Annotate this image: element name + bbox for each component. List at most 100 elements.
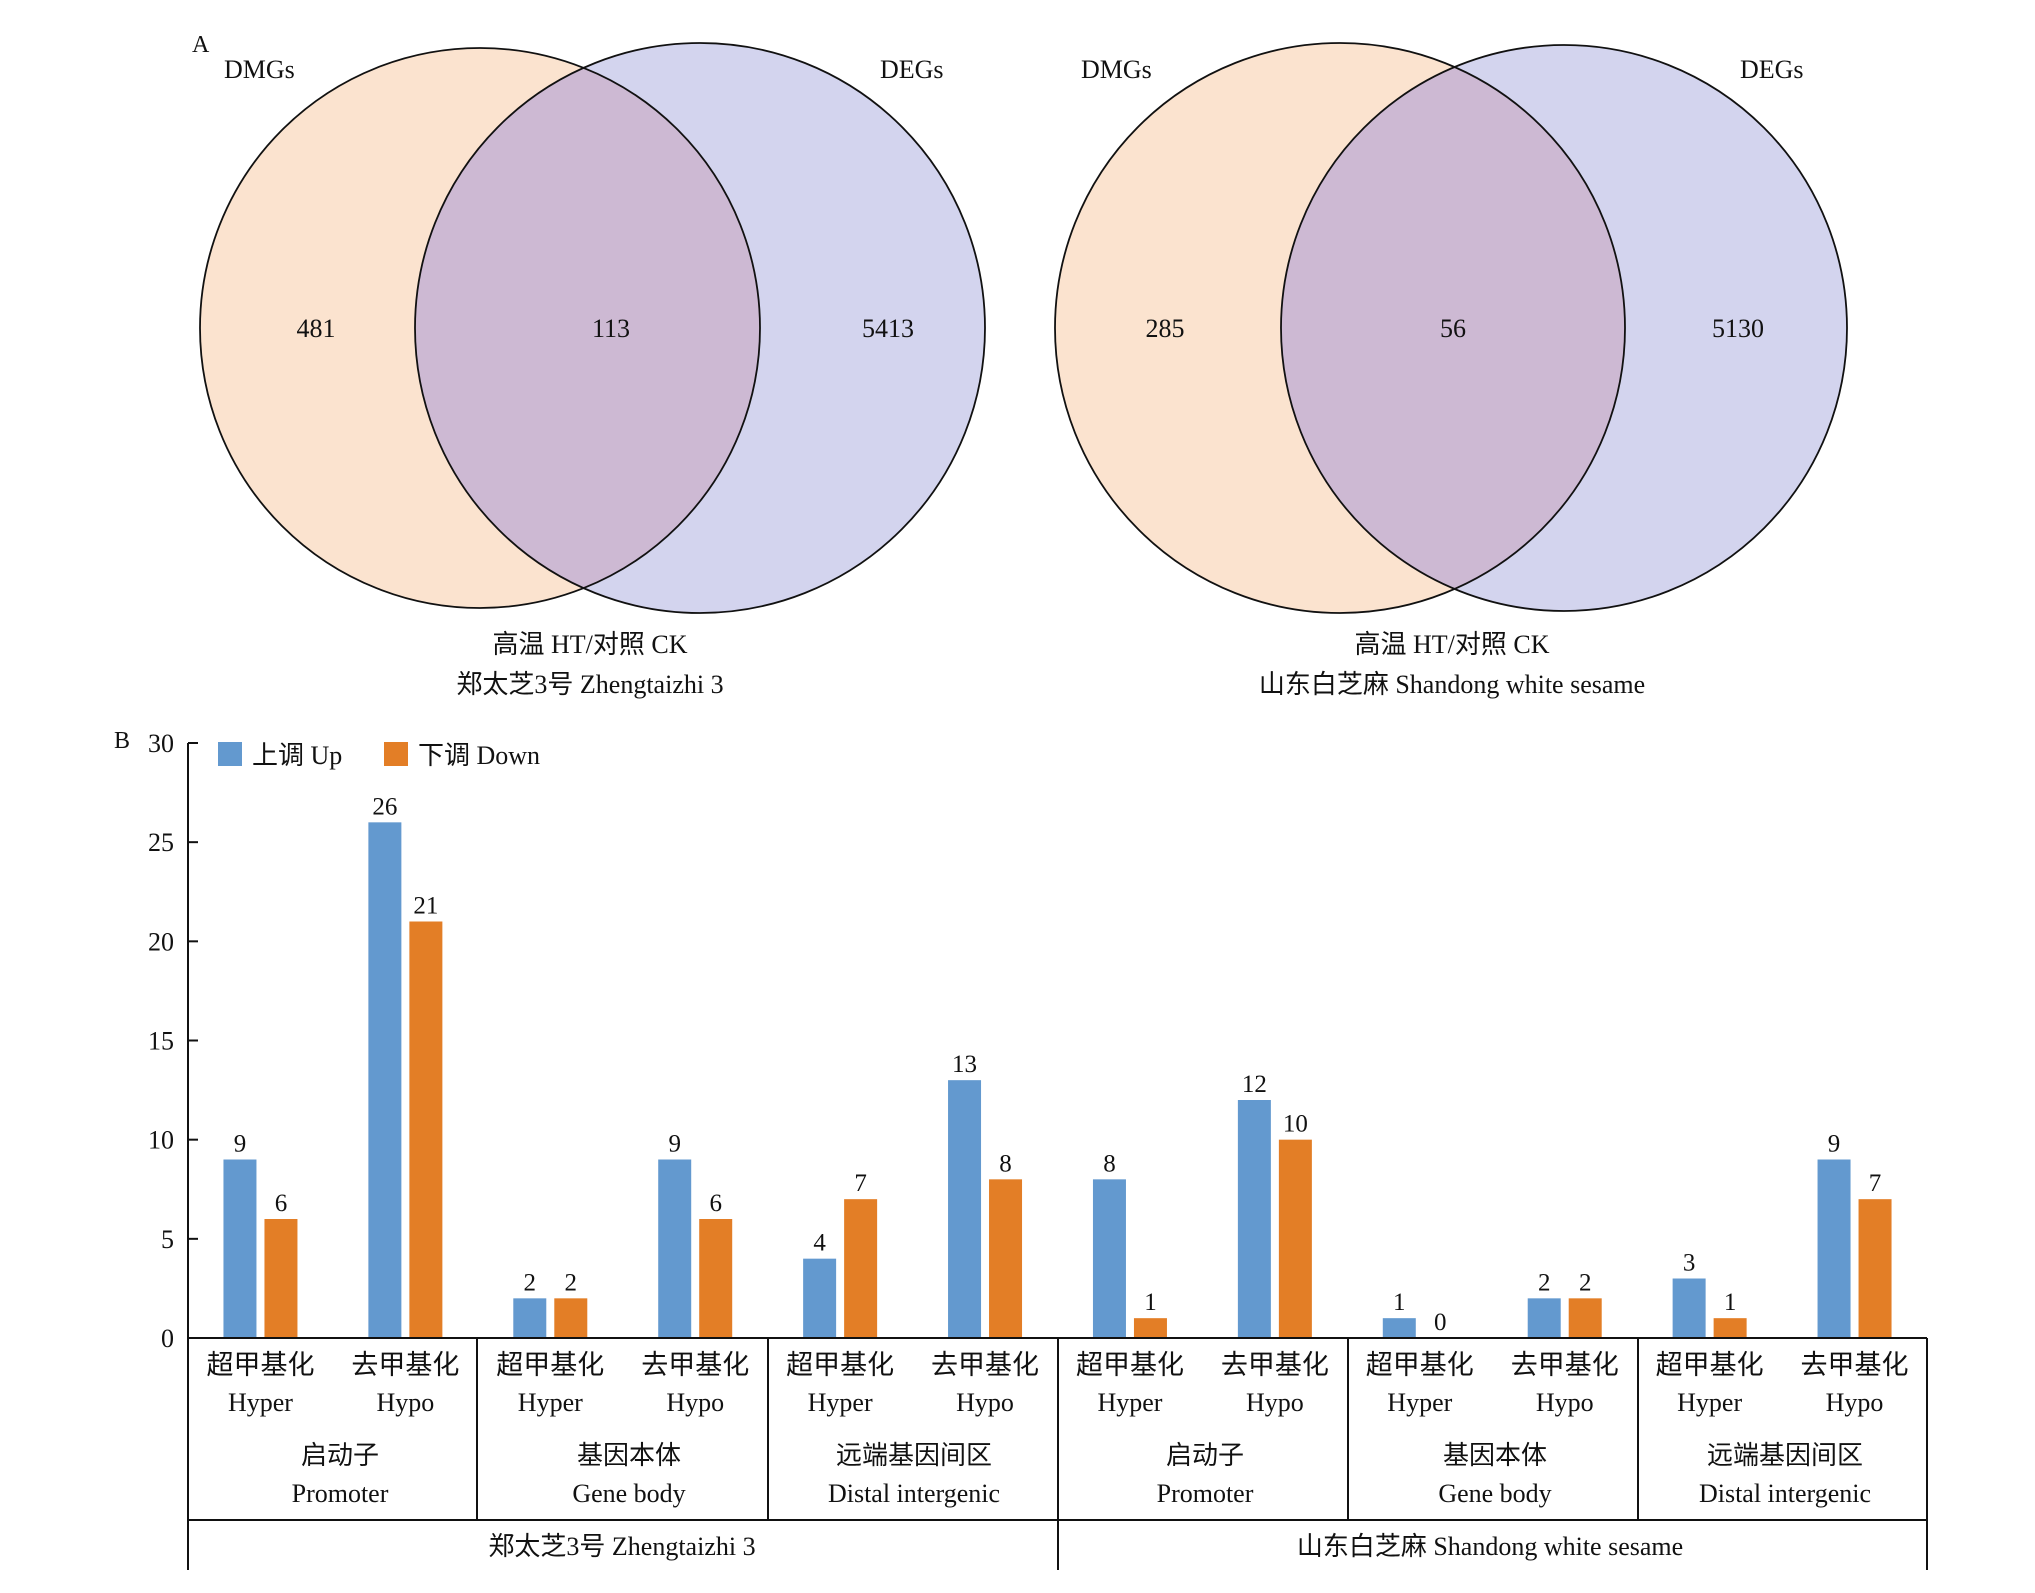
bar-down: [264, 1219, 298, 1338]
bar-down-value-label: 1: [1144, 1289, 1157, 1316]
region-label-cn: 基因本体: [577, 1441, 681, 1470]
category-label-cn: 去甲基化: [1801, 1350, 1909, 1380]
bar-up: [948, 1080, 982, 1338]
bar-up: [1382, 1318, 1416, 1338]
legend-down-swatch: [384, 742, 408, 766]
cultivar-label-zhengtaizhi: 郑太芝3号 Zhengtaizhi 3: [488, 1532, 755, 1561]
panel-a: A DMGs DEGs 481 113 5413 高温 HT/对照 CK 郑太芝…: [192, 32, 1848, 699]
category-label-cn: 去甲基化: [1221, 1350, 1329, 1380]
category-label-cn: 超甲基化: [786, 1350, 894, 1380]
bar-up-value-label: 4: [813, 1230, 826, 1257]
category-label-en: Hypo: [666, 1388, 724, 1417]
venn1-overlap-count: 113: [592, 314, 630, 343]
y-axis: 0 5 10 15 20 25 30: [148, 729, 198, 1353]
bar-down-value-label: 8: [999, 1150, 1012, 1177]
bar-up: [1672, 1278, 1706, 1338]
bar-down: [1568, 1298, 1602, 1338]
venn1-set-left-label: DMGs: [224, 55, 295, 84]
y-tick-label: 5: [161, 1225, 174, 1254]
category-label-en: Hyper: [228, 1388, 293, 1417]
bar-up-value-label: 12: [1242, 1071, 1267, 1098]
panel-b-label: B: [114, 728, 130, 754]
venn2-left-only-count: 285: [1146, 314, 1185, 343]
bar-down: [844, 1199, 878, 1338]
bar-up-value-label: 1: [1393, 1289, 1406, 1316]
bar-down-value-label: 2: [1579, 1269, 1592, 1296]
venn2-overlap-count: 56: [1440, 314, 1466, 343]
venn2-set-left-label: DMGs: [1081, 55, 1152, 84]
venn2-overlap: [1281, 45, 1625, 611]
venn1-overlap: [415, 48, 760, 608]
region-label-en: Promoter: [1157, 1479, 1254, 1508]
venn1-set-right-label: DEGs: [880, 55, 944, 84]
region-label-cn: 远端基因间区: [1707, 1441, 1863, 1470]
bar-up: [803, 1258, 837, 1338]
category-label-cn: 去甲基化: [351, 1350, 459, 1380]
bar-up: [1527, 1298, 1561, 1338]
bar-up-value-label: 26: [372, 793, 397, 820]
category-label-en: Hyper: [1677, 1388, 1742, 1417]
category-label-en: Hyper: [1387, 1388, 1452, 1417]
region-label-en: Distal intergenic: [828, 1479, 1000, 1508]
bar-down: [409, 921, 443, 1338]
category-label-en: Hyper: [808, 1388, 873, 1417]
bar-down-value-label: 6: [275, 1190, 288, 1217]
bar-up-value-label: 9: [1828, 1131, 1841, 1158]
region-label-en: Gene body: [1438, 1479, 1551, 1508]
legend-up-swatch: [218, 742, 242, 766]
region-label-en: Distal intergenic: [1699, 1479, 1871, 1508]
bar-down-value-label: 0: [1434, 1309, 1447, 1336]
region-label-cn: 启动子: [1166, 1441, 1244, 1470]
bar-up: [513, 1298, 547, 1338]
bar-down-value-label: 7: [854, 1170, 867, 1197]
venn-zhengtaizhi: DMGs DEGs 481 113 5413 高温 HT/对照 CK 郑太芝3号…: [199, 42, 986, 699]
bar-down-value-label: 21: [413, 893, 438, 920]
region-label-en: Promoter: [292, 1479, 389, 1508]
bar-down: [699, 1219, 733, 1338]
bar-down: [1858, 1199, 1892, 1338]
category-label-en: Hyper: [518, 1388, 583, 1417]
category-label-cn: 去甲基化: [1511, 1350, 1619, 1380]
bar-up-value-label: 9: [234, 1131, 247, 1158]
venn-shandong: DMGs DEGs 285 56 5130 高温 HT/对照 CK 山东白芝麻 …: [1054, 42, 1848, 699]
y-tick-label: 0: [161, 1324, 174, 1353]
y-tick-label: 15: [148, 1027, 174, 1056]
category-label-en: Hyper: [1097, 1388, 1162, 1417]
y-tick-label: 25: [148, 828, 174, 857]
region-label-en: Gene body: [572, 1479, 685, 1508]
bar-up-value-label: 13: [952, 1051, 977, 1078]
category-label-en: Hypo: [376, 1388, 434, 1417]
category-label-en: Hypo: [1826, 1388, 1884, 1417]
venn2-caption-condition: 高温 HT/对照 CK: [1354, 630, 1549, 659]
region-label-cn: 基因本体: [1443, 1441, 1547, 1470]
bar-down: [1713, 1318, 1747, 1338]
venn1-right-only-count: 5413: [862, 314, 914, 343]
bar-down-value-label: 2: [565, 1269, 578, 1296]
bar-down: [1133, 1318, 1167, 1338]
venn1-caption-cultivar: 郑太芝3号 Zhengtaizhi 3: [456, 670, 723, 699]
region-label-cn: 启动子: [301, 1441, 379, 1470]
legend-up-label: 上调 Up: [252, 741, 342, 770]
bar-up: [1817, 1159, 1851, 1338]
bar-up-value-label: 2: [1538, 1269, 1551, 1296]
venn1-left-only-count: 481: [297, 314, 336, 343]
bar-up-value-label: 9: [668, 1131, 681, 1158]
bar-up-value-label: 2: [524, 1269, 537, 1296]
bar-up: [223, 1159, 257, 1338]
bar-up: [658, 1159, 692, 1338]
bar-down-value-label: 6: [709, 1190, 722, 1217]
bar-up: [1237, 1100, 1271, 1338]
bar-down-value-label: 7: [1869, 1170, 1882, 1197]
category-label-cn: 超甲基化: [1076, 1350, 1184, 1380]
y-tick-label: 20: [148, 927, 174, 956]
venn2-caption-cultivar: 山东白芝麻 Shandong white sesame: [1259, 670, 1645, 699]
category-label-cn: 超甲基化: [1366, 1350, 1474, 1380]
bar-down-value-label: 10: [1283, 1111, 1308, 1138]
venn2-right-only-count: 5130: [1712, 314, 1764, 343]
category-label-en: Hypo: [1536, 1388, 1594, 1417]
bar-up-value-label: 3: [1683, 1250, 1696, 1277]
bar-down-value-label: 1: [1724, 1289, 1737, 1316]
